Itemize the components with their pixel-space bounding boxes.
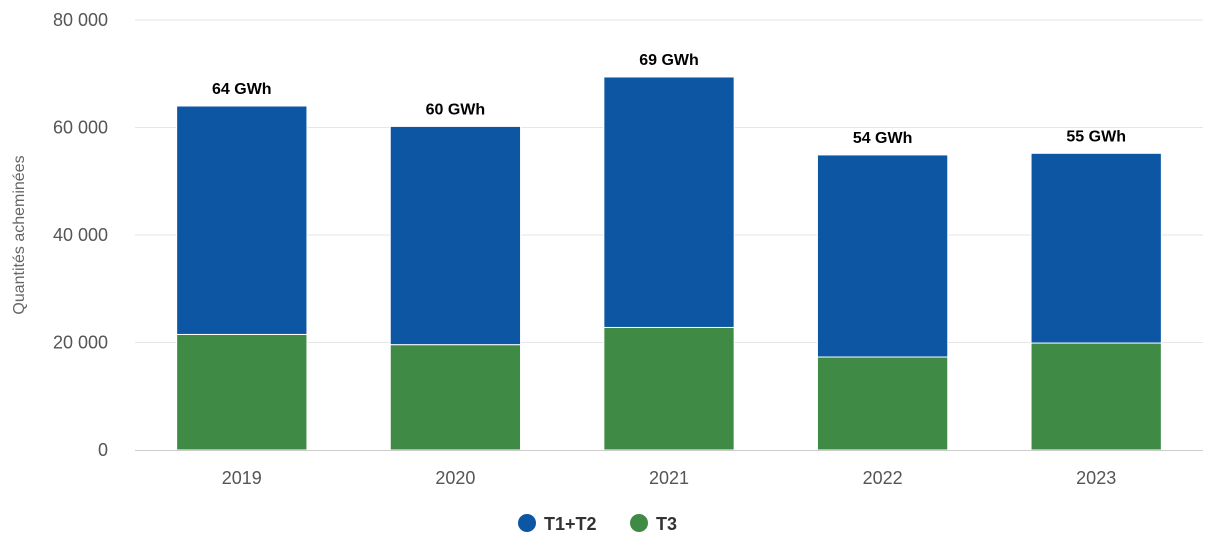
legend-marker-icon — [518, 514, 536, 532]
y-tick-label: 0 — [98, 440, 108, 460]
legend: T1+T2 T3 — [518, 514, 677, 534]
bar-t1-t2-2023 — [1030, 152, 1162, 344]
x-tick-label: 2021 — [649, 468, 689, 488]
y-tick-label: 40 000 — [53, 225, 108, 245]
legend-item-t1-t2[interactable]: T1+T2 — [518, 514, 597, 534]
y-axis-ticks: 0 20 000 40 000 60 000 80 000 — [53, 10, 108, 460]
bar-t3-2023 — [1030, 342, 1162, 451]
x-tick-label: 2023 — [1076, 468, 1116, 488]
y-tick-label: 60 000 — [53, 118, 108, 138]
bar-t1-t2-2020 — [389, 125, 522, 346]
bar-t1-t2-2019 — [176, 105, 308, 335]
bar-t1-t2-2022 — [816, 154, 949, 358]
x-tick-label: 2020 — [435, 468, 475, 488]
bar-t3-2022 — [816, 356, 949, 451]
x-axis-ticks: 2019 2020 2021 2022 2023 — [222, 468, 1116, 488]
data-label-2023: 55 GWh — [1066, 128, 1126, 145]
bar-t1-t2-2021 — [603, 76, 735, 328]
legend-label: T3 — [656, 514, 677, 534]
data-label-2021: 69 GWh — [639, 52, 699, 69]
legend-item-t3[interactable]: T3 — [630, 514, 677, 534]
bars — [176, 76, 1162, 451]
data-label-2022: 54 GWh — [853, 130, 913, 147]
x-tick-label: 2019 — [222, 468, 262, 488]
legend-marker-icon — [630, 514, 648, 532]
bar-t3-2019 — [176, 333, 308, 451]
y-axis-title: Quantités acheminées — [11, 155, 28, 314]
x-tick-label: 2022 — [863, 468, 903, 488]
y-tick-label: 80 000 — [53, 10, 108, 30]
y-tick-label: 20 000 — [53, 333, 108, 353]
legend-label: T1+T2 — [544, 514, 597, 534]
bar-t3-2020 — [389, 344, 522, 451]
bar-t3-2021 — [603, 326, 735, 451]
data-labels: 64 GWh 60 GWh 69 GWh 54 GWh 55 GWh — [212, 52, 1126, 147]
data-label-2019: 64 GWh — [212, 81, 272, 98]
data-label-2020: 60 GWh — [426, 101, 486, 118]
